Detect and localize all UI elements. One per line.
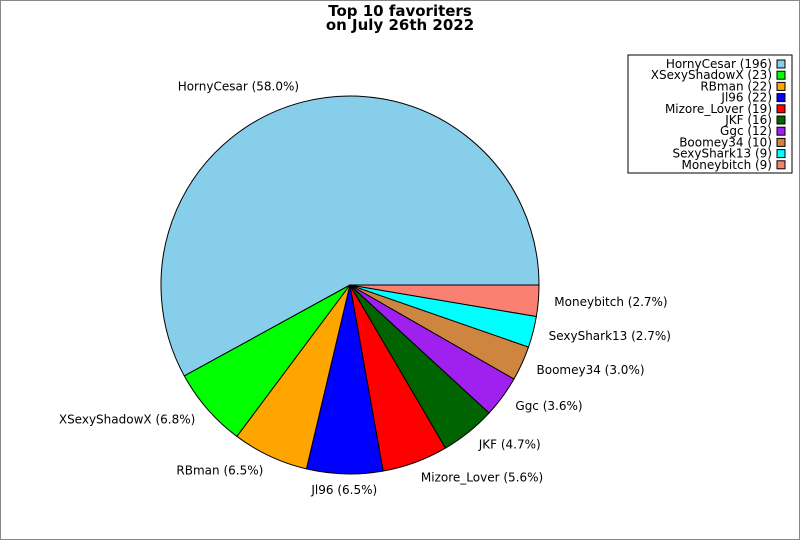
- chart-title-line-1: Top 10 favoriters: [328, 2, 472, 20]
- legend-entry-xsexyshadowx: XSexyShadowX (23): [651, 68, 772, 82]
- slice-label-jl96: Jl96 (6.5%): [310, 483, 377, 497]
- legend-entry-hornycesar: HornyCesar (196): [666, 57, 772, 71]
- legend-swatch-sexyshark13: [776, 149, 786, 159]
- legend-swatch-jkf: [776, 115, 786, 125]
- slice-label-sexyshark13: SexyShark13 (2.7%): [549, 329, 671, 343]
- legend-swatch-moneybitch: [776, 160, 786, 170]
- slice-label-jkf: JKF (4.7%): [478, 438, 541, 452]
- chart-title-line-2: on July 26th 2022: [326, 16, 474, 34]
- legend-entry-moneybitch: Moneybitch (9): [682, 158, 772, 172]
- legend-swatch-mizore-lover: [776, 104, 786, 114]
- slice-label-hornycesar: HornyCesar (58.0%): [178, 79, 299, 93]
- legend-box: [627, 54, 793, 174]
- legend-swatch-jl96: [776, 93, 786, 103]
- legend: HornyCesar (196)XSexyShadowX (23)RBman (…: [627, 54, 793, 174]
- slice-label-mizore-lover: Mizore_Lover (5.6%): [421, 470, 543, 484]
- legend-entry-sexyshark13: SexyShark13 (9): [672, 147, 772, 161]
- legend-swatch-xsexyshadowx: [776, 70, 786, 80]
- pie-slice-moneybitch: [349, 284, 540, 318]
- legend-swatch-ggc: [776, 126, 786, 136]
- slice-label-moneybitch: Moneybitch (2.7%): [554, 295, 667, 309]
- pie-slice-hornycesar: [160, 95, 540, 377]
- legend-entry-jkf: JKF (16): [724, 113, 772, 127]
- legend-entry-mizore-lover: Mizore_Lover (19): [665, 102, 772, 116]
- legend-entry-boomey34: Boomey34 (10): [679, 135, 772, 149]
- legend-swatch-hornycesar: [776, 59, 786, 69]
- legend-swatch-rbman: [776, 81, 786, 91]
- legend-swatch-boomey34: [776, 137, 786, 147]
- legend-entry-ggc: Ggc (12): [720, 124, 772, 138]
- legend-entry-rbman: RBman (22): [700, 79, 772, 93]
- slice-label-ggc: Ggc (3.6%): [515, 399, 582, 413]
- slice-label-xsexyshadowx: XSexyShadowX (6.8%): [59, 413, 195, 427]
- slice-label-rbman: RBman (6.5%): [176, 464, 263, 478]
- legend-entry-jl96: Jl96 (22): [720, 91, 772, 105]
- slice-label-boomey34: Boomey34 (3.0%): [537, 363, 645, 377]
